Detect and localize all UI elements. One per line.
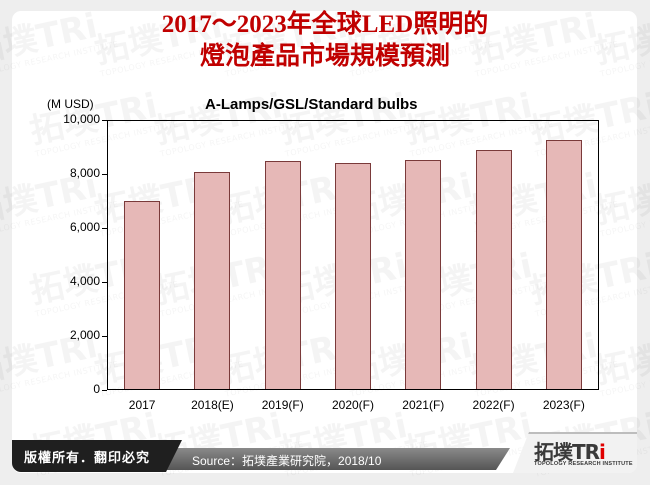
plot-area — [107, 120, 599, 390]
y-tick-mark — [102, 174, 107, 175]
slide-card — [12, 11, 637, 473]
bar-2023f — [545, 140, 582, 389]
source-text: Source：拓墣產業研究院，2018/10 — [192, 454, 382, 468]
copyright-text: 版權所有．翻印必究 — [24, 451, 151, 466]
x-tick-label: 2018(E) — [191, 398, 234, 412]
logo-en-accent: i — [599, 440, 606, 464]
footer-source-bar — [150, 448, 510, 470]
y-tick-label: 0 — [93, 382, 100, 396]
logo-subtitle: TOPOLOGY RESEARCH INSTITUTE — [534, 461, 633, 467]
x-tick-label: 2022(F) — [472, 398, 515, 412]
x-tick-label: 2020(F) — [331, 398, 375, 412]
tri-logo: 拓墣TRi — [534, 436, 606, 465]
bar-2020f — [335, 162, 371, 389]
page-title-line2: 燈泡產品市場規模預測 — [199, 43, 450, 70]
bar-2018e — [194, 172, 231, 389]
y-tick-label: 6,000 — [69, 220, 100, 234]
logo-en: TR — [572, 440, 600, 464]
x-tick-label: 2017 — [128, 398, 156, 412]
logo-panel — [513, 432, 637, 473]
chart-title: A-Lamps/GSL/Standard bulbs — [205, 96, 418, 113]
y-tick-mark — [102, 282, 107, 283]
y-axis-unit-label: (M USD) — [47, 97, 94, 111]
bar-2019f — [264, 160, 301, 389]
x-tick-label: 2023(F) — [542, 398, 585, 412]
y-tick-mark — [102, 120, 107, 121]
x-tick-label: 2019(F) — [261, 398, 304, 412]
logo-cn: 拓墣 — [534, 440, 573, 464]
x-tick-label: 2021(F) — [402, 398, 445, 412]
y-tick-label: 4,000 — [69, 274, 100, 288]
y-tick-mark — [102, 390, 107, 391]
y-tick-mark — [102, 228, 107, 229]
y-tick-label: 2,000 — [69, 328, 100, 342]
page-title-line1: 2017～2023年全球LED照明的 — [161, 11, 489, 38]
y-tick-mark — [102, 336, 107, 337]
bar-2021f — [405, 159, 442, 389]
y-tick-label: 10,000 — [63, 112, 100, 126]
y-tick-label: 8,000 — [69, 166, 100, 180]
bar-2017 — [124, 200, 161, 389]
bar-2022f — [475, 150, 512, 389]
footer-copyright-bar — [12, 440, 182, 472]
